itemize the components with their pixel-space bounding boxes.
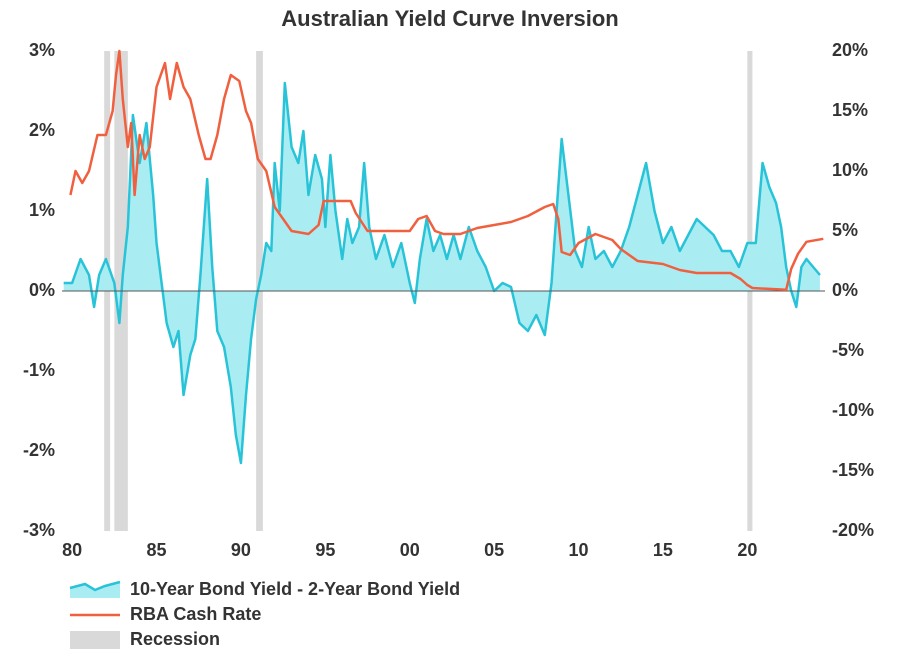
x-tick-label: 90 xyxy=(231,540,251,560)
x-tick-label: 05 xyxy=(484,540,504,560)
legend-swatch xyxy=(69,580,121,592)
y-tick-label: 2% xyxy=(29,120,55,140)
x-tick-label: 15 xyxy=(653,540,673,560)
y2-tick-label: 15% xyxy=(832,100,868,120)
x-tick-label: 95 xyxy=(315,540,335,560)
spread-area xyxy=(63,83,820,463)
x-tick-label: 80 xyxy=(62,540,82,560)
y-tick-label: -1% xyxy=(23,360,55,380)
chart-title: Australian Yield Curve Inversion xyxy=(281,6,618,31)
y2-tick-label: -10% xyxy=(832,400,874,420)
x-tick-label: 10 xyxy=(569,540,589,560)
legend-label: Recession xyxy=(130,629,220,649)
legend-label: RBA Cash Rate xyxy=(130,604,261,624)
legend-label: 10-Year Bond Yield - 2-Year Bond Yield xyxy=(130,579,460,599)
y-tick-label: 3% xyxy=(29,40,55,60)
y2-tick-label: -20% xyxy=(832,520,874,540)
y2-tick-label: -5% xyxy=(832,340,864,360)
y-tick-label: -3% xyxy=(23,520,55,540)
x-tick-label: 00 xyxy=(400,540,420,560)
y-tick-label: 0% xyxy=(29,280,55,300)
series-line xyxy=(69,49,824,292)
legend-swatch xyxy=(70,631,120,649)
y2-tick-label: 10% xyxy=(832,160,868,180)
x-tick-label: 20 xyxy=(737,540,757,560)
y-tick-label: -2% xyxy=(23,440,55,460)
y2-tick-label: 0% xyxy=(832,280,858,300)
y2-tick-label: -15% xyxy=(832,460,874,480)
y-tick-label: 1% xyxy=(29,200,55,220)
y2-tick-label: 20% xyxy=(832,40,868,60)
x-tick-label: 85 xyxy=(147,540,167,560)
series-line xyxy=(63,81,821,465)
y2-tick-label: 5% xyxy=(832,220,858,240)
